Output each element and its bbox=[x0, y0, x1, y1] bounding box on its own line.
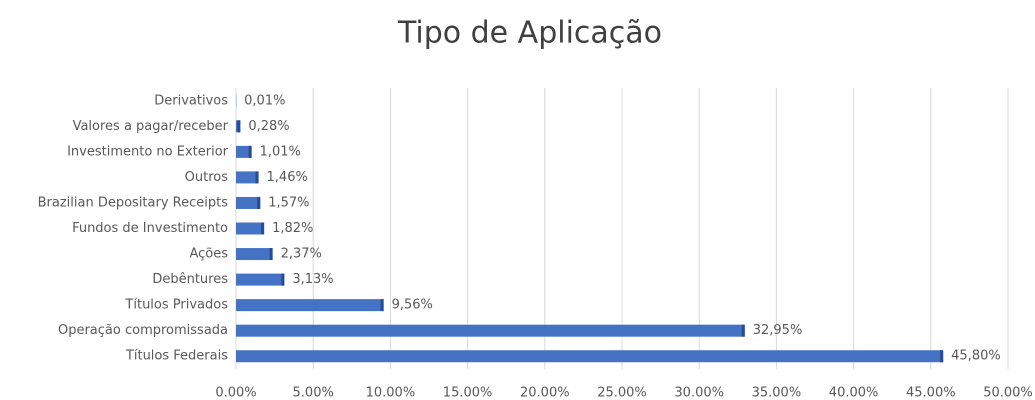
y-tick-label: Ações bbox=[189, 247, 228, 262]
y-tick-label: Brazilian Depositary Receipts bbox=[38, 195, 229, 210]
bar-edge bbox=[281, 273, 285, 286]
value-label: 1,01% bbox=[260, 144, 301, 159]
chart-title: Tipo de Aplicação bbox=[397, 16, 662, 51]
x-tick-label: 35.00% bbox=[752, 386, 802, 400]
y-tick-label: Fundos de Investimento bbox=[72, 221, 228, 236]
bar bbox=[236, 350, 944, 363]
x-tick-label: 50.00% bbox=[983, 386, 1033, 400]
bar-edge bbox=[248, 145, 252, 158]
x-tick-label: 5.00% bbox=[293, 386, 334, 400]
bar-edge bbox=[741, 324, 745, 337]
x-tick-label: 0.00% bbox=[215, 386, 256, 400]
x-tick-label: 45.00% bbox=[906, 386, 956, 400]
bar bbox=[236, 171, 259, 184]
y-tick-label: Debêntures bbox=[152, 272, 228, 287]
y-tick-label: Títulos Privados bbox=[124, 298, 228, 313]
x-tick-label: 10.00% bbox=[366, 386, 416, 400]
y-tick-label: Títulos Federais bbox=[125, 349, 228, 364]
bar-group bbox=[236, 324, 745, 337]
bar bbox=[236, 196, 261, 209]
bar-edge bbox=[380, 299, 384, 312]
value-label: 1,82% bbox=[272, 221, 313, 236]
bar-edge bbox=[237, 120, 241, 133]
y-tick-label: Operação compromissada bbox=[58, 323, 228, 338]
x-tick-label: 20.00% bbox=[520, 386, 570, 400]
bar bbox=[236, 222, 265, 235]
bar bbox=[236, 145, 252, 158]
bar bbox=[236, 273, 285, 286]
value-label: 0,01% bbox=[244, 93, 285, 108]
value-label: 3,13% bbox=[292, 272, 333, 287]
bar bbox=[236, 299, 384, 312]
y-tick-label: Investimento no Exterior bbox=[67, 144, 229, 159]
x-tick-label: 25.00% bbox=[597, 386, 647, 400]
bar-edge bbox=[261, 222, 265, 235]
bar-group bbox=[236, 350, 944, 363]
y-tick-label: Outros bbox=[185, 170, 229, 185]
value-label: 45,80% bbox=[951, 349, 1001, 364]
value-label: 1,46% bbox=[267, 170, 308, 185]
bar-group bbox=[236, 222, 265, 235]
value-label: 0,28% bbox=[248, 119, 289, 134]
bar-group bbox=[236, 299, 384, 312]
bar-group bbox=[236, 145, 252, 158]
x-tick-label: 15.00% bbox=[443, 386, 493, 400]
bar-group bbox=[236, 248, 273, 261]
bar-edge bbox=[269, 248, 273, 261]
y-tick-label: Derivativos bbox=[154, 93, 228, 108]
value-label: 32,95% bbox=[753, 323, 803, 338]
bar-group bbox=[236, 171, 259, 184]
x-tick-label: 40.00% bbox=[829, 386, 879, 400]
bar bbox=[236, 324, 745, 337]
value-label: 1,57% bbox=[268, 195, 309, 210]
bar-group bbox=[236, 196, 261, 209]
value-label: 9,56% bbox=[392, 298, 433, 313]
bar bbox=[236, 248, 273, 261]
value-label: 2,37% bbox=[281, 247, 322, 262]
bar-edge bbox=[257, 196, 261, 209]
bar-group bbox=[236, 273, 285, 286]
bar-edge bbox=[940, 350, 944, 363]
y-tick-label: Valores a pagar/receber bbox=[73, 119, 229, 134]
x-tick-label: 30.00% bbox=[674, 386, 724, 400]
bar-edge bbox=[255, 171, 259, 184]
bar-group bbox=[236, 120, 241, 133]
